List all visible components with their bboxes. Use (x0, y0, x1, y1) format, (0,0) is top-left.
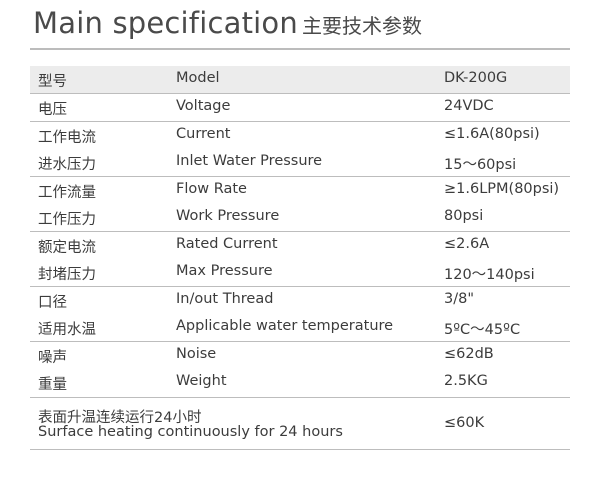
row-value: 5ºC～45ºC (444, 322, 521, 338)
row-value: ≤62dB (444, 346, 494, 362)
header-en: Model (176, 70, 220, 86)
row-cn: 工作电流 (38, 130, 96, 146)
table-row: 电压 Voltage 24VDC (30, 94, 570, 121)
row-en: Voltage (176, 98, 231, 114)
row-cn: 适用水温 (38, 322, 96, 338)
row-value: 24VDC (444, 98, 494, 114)
row-en: Work Pressure (176, 208, 280, 224)
row-value: 120～140psi (444, 267, 535, 283)
row-divider (30, 121, 570, 122)
row-divider (30, 93, 570, 94)
row-en: In/out Thread (176, 291, 274, 307)
row-en: Inlet Water Pressure (176, 153, 323, 169)
row-value: 15～60psi (444, 157, 517, 173)
row-en: Weight (176, 373, 227, 389)
row-en: Noise (176, 346, 217, 362)
table-row: 进水压力 Inlet Water Pressure 15～60psi (30, 149, 570, 176)
row-value: 2.5KG (444, 373, 488, 389)
row-cn: 噪声 (38, 350, 67, 366)
row-cn: 封堵压力 (38, 267, 96, 283)
table-header-row: 型号 Model DK-200G (30, 66, 570, 93)
row-cn: 表面升温连续运行24小时 (38, 410, 202, 426)
row-value: ≤2.6A (444, 236, 490, 252)
row-en: Max Pressure (176, 263, 273, 279)
table-row: 工作压力 Work Pressure 80psi (30, 204, 570, 231)
row-cn: 口径 (38, 295, 67, 311)
row-en: Surface heating continuously for 24 hour… (38, 424, 343, 440)
row-en: Rated Current (176, 236, 278, 252)
row-en: Current (176, 126, 231, 142)
page-title: Main specification 主要技术参数 (33, 6, 422, 46)
row-cn: 工作压力 (38, 212, 96, 228)
row-cn: 额定电流 (38, 240, 96, 256)
row-en: Applicable water temperature (176, 318, 394, 334)
row-value: 80psi (444, 208, 484, 224)
row-en: Flow Rate (176, 181, 247, 197)
header-cn: 型号 (38, 74, 67, 90)
table-row: 口径 In/out Thread 3/8" (30, 287, 570, 314)
row-value: 3/8" (444, 291, 475, 307)
header-value: DK-200G (444, 70, 508, 86)
row-cn: 工作流量 (38, 185, 96, 201)
row-value: ≥1.6LPM(80psi) (444, 181, 560, 197)
row-divider (30, 231, 570, 232)
table-row: 工作流量 Flow Rate ≥1.6LPM(80psi) (30, 177, 570, 204)
row-cn: 重量 (38, 377, 67, 393)
table-row: 适用水温 Applicable water temperature 5ºC～45… (30, 314, 570, 341)
row-divider (30, 286, 570, 287)
title-english: Main specification (33, 6, 298, 40)
table-bottom-rule (30, 449, 570, 450)
row-cn: 进水压力 (38, 157, 96, 173)
title-divider (30, 48, 570, 50)
row-cn: 电压 (38, 102, 67, 118)
table-row-last: 表面升温连续运行24小时 Surface heating continuousl… (30, 402, 570, 442)
row-divider (30, 341, 570, 342)
row-divider (30, 176, 570, 177)
row-value: ≤60K (444, 415, 485, 431)
row-divider (30, 397, 570, 398)
table-row: 封堵压力 Max Pressure 120～140psi (30, 259, 570, 286)
row-value: ≤1.6A(80psi) (444, 126, 540, 142)
title-chinese: 主要技术参数 (301, 14, 422, 38)
table-row: 噪声 Noise ≤62dB (30, 342, 570, 369)
table-row: 工作电流 Current ≤1.6A(80psi) (30, 122, 570, 149)
table-row: 额定电流 Rated Current ≤2.6A (30, 232, 570, 259)
table-row: 重量 Weight 2.5KG (30, 369, 570, 396)
